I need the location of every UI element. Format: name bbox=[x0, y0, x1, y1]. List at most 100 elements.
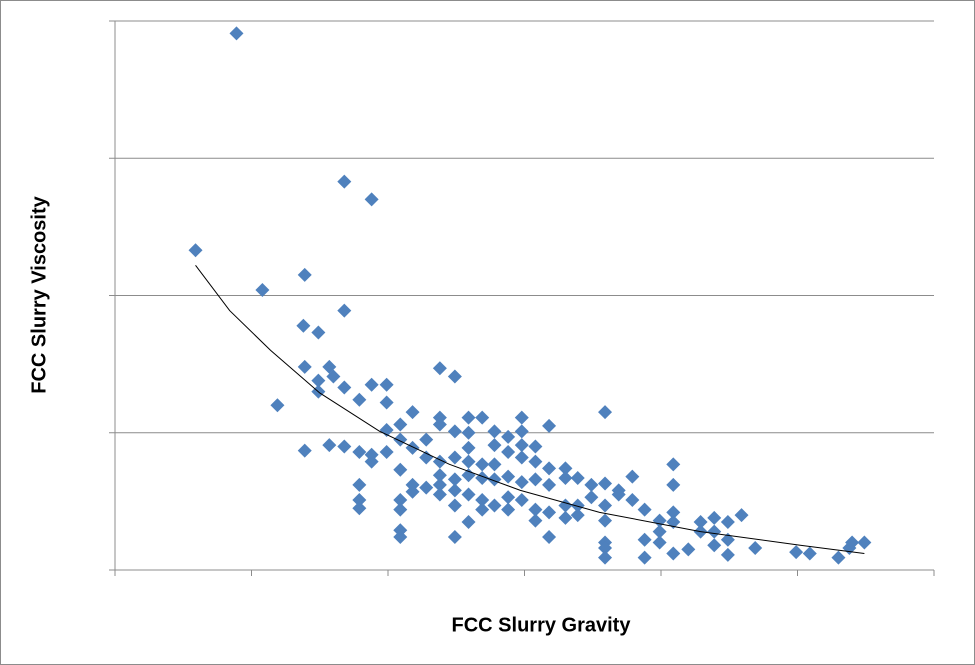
data-point bbox=[598, 405, 613, 420]
data-point bbox=[447, 369, 462, 384]
trend-line bbox=[195, 265, 865, 555]
data-point bbox=[514, 493, 529, 508]
data-point bbox=[393, 462, 408, 477]
data-point bbox=[364, 447, 379, 462]
data-point bbox=[501, 469, 516, 484]
data-point bbox=[514, 450, 529, 465]
data-point bbox=[570, 498, 585, 513]
data-point bbox=[364, 377, 379, 392]
data-point bbox=[393, 493, 408, 508]
data-point bbox=[393, 530, 408, 545]
y-axis-label: FCC Slurry Viscosity bbox=[28, 195, 50, 393]
data-point bbox=[447, 483, 462, 498]
data-point bbox=[652, 524, 667, 539]
data-point bbox=[501, 429, 516, 444]
data-point bbox=[461, 440, 476, 455]
data-point bbox=[461, 514, 476, 529]
data-point bbox=[393, 502, 408, 517]
data-point bbox=[584, 477, 599, 492]
data-point bbox=[255, 283, 270, 298]
data-point bbox=[487, 457, 502, 472]
data-point bbox=[447, 450, 462, 465]
data-point bbox=[432, 487, 447, 502]
data-point bbox=[379, 395, 394, 410]
data-point bbox=[542, 505, 557, 520]
data-point bbox=[364, 192, 379, 207]
data-point bbox=[637, 550, 652, 565]
data-point bbox=[558, 510, 573, 525]
data-point bbox=[666, 546, 681, 561]
data-point bbox=[447, 472, 462, 487]
data-point bbox=[693, 514, 708, 529]
data-point bbox=[419, 480, 434, 495]
data-point bbox=[528, 513, 543, 528]
data-point bbox=[337, 439, 352, 454]
data-point bbox=[322, 438, 337, 453]
data-point bbox=[637, 502, 652, 517]
data-point bbox=[352, 477, 367, 492]
data-point bbox=[405, 484, 420, 499]
data-point bbox=[666, 477, 681, 492]
x-axis-label: FCC Slurry Gravity bbox=[452, 614, 632, 636]
data-point bbox=[352, 493, 367, 508]
data-point bbox=[352, 501, 367, 516]
data-point bbox=[528, 439, 543, 454]
data-point bbox=[514, 438, 529, 453]
data-point bbox=[475, 493, 490, 508]
data-point bbox=[558, 461, 573, 476]
data-point bbox=[542, 418, 557, 433]
data-point bbox=[229, 26, 244, 41]
data-point bbox=[666, 457, 681, 472]
data-point bbox=[461, 410, 476, 425]
data-point bbox=[419, 450, 434, 465]
data-point bbox=[625, 493, 640, 508]
data-point bbox=[447, 498, 462, 513]
data-point bbox=[802, 546, 817, 561]
data-point bbox=[501, 490, 516, 505]
data-point bbox=[475, 457, 490, 472]
data-point bbox=[432, 361, 447, 376]
data-point bbox=[461, 487, 476, 502]
data-point bbox=[845, 535, 860, 550]
data-point bbox=[598, 550, 613, 565]
data-point bbox=[487, 498, 502, 513]
data-point bbox=[734, 508, 749, 523]
data-point bbox=[379, 377, 394, 392]
data-point bbox=[598, 476, 613, 491]
data-point bbox=[501, 444, 516, 459]
data-point bbox=[311, 325, 326, 340]
data-point bbox=[528, 502, 543, 517]
data-point bbox=[270, 398, 285, 413]
data-point bbox=[857, 535, 872, 550]
data-point bbox=[707, 510, 722, 525]
data-point bbox=[405, 405, 420, 420]
data-point bbox=[379, 423, 394, 438]
data-point bbox=[475, 502, 490, 517]
data-point bbox=[625, 469, 640, 484]
data-point bbox=[528, 454, 543, 469]
data-point bbox=[514, 424, 529, 439]
data-point bbox=[447, 424, 462, 439]
data-point bbox=[528, 472, 543, 487]
data-point bbox=[337, 380, 352, 395]
data-point bbox=[584, 490, 599, 505]
data-point bbox=[598, 541, 613, 556]
data-point bbox=[720, 547, 735, 562]
data-point bbox=[558, 471, 573, 486]
data-point bbox=[652, 535, 667, 550]
data-point bbox=[379, 444, 394, 459]
data-point bbox=[707, 538, 722, 553]
data-point bbox=[405, 440, 420, 455]
data-point bbox=[296, 318, 311, 333]
data-point bbox=[188, 243, 203, 258]
data-point bbox=[487, 438, 502, 453]
data-point bbox=[297, 443, 312, 458]
data-point bbox=[501, 502, 516, 517]
data-point bbox=[681, 542, 696, 557]
data-point bbox=[311, 373, 326, 388]
data-point bbox=[542, 530, 557, 545]
data-point bbox=[487, 472, 502, 487]
data-point bbox=[297, 359, 312, 374]
